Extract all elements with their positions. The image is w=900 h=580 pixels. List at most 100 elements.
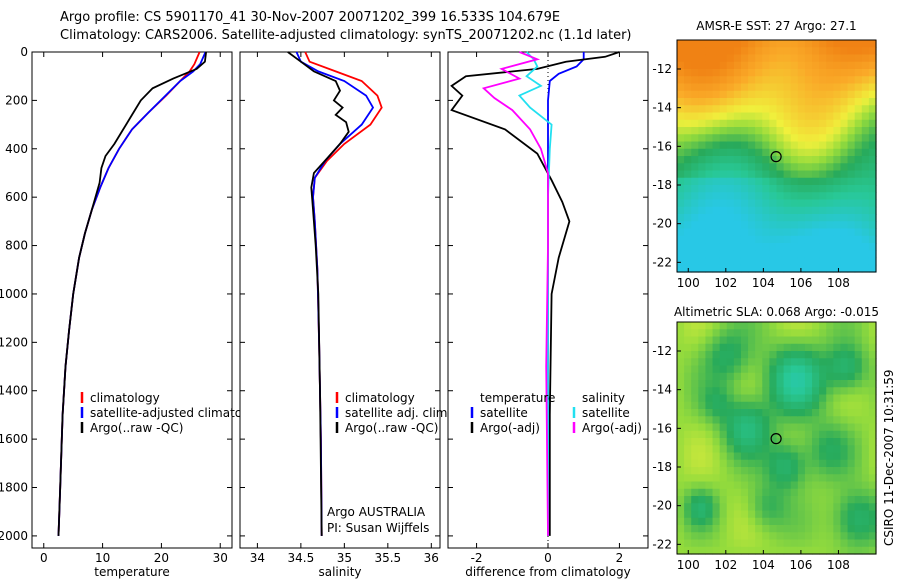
heatmap-cell bbox=[740, 380, 749, 388]
heatmap-cell bbox=[719, 257, 728, 266]
heatmap-cell bbox=[698, 264, 707, 273]
heatmap-cell bbox=[847, 90, 856, 99]
heatmap-cell bbox=[733, 221, 742, 230]
heatmap-cell bbox=[769, 445, 778, 454]
heatmap-cell bbox=[790, 546, 799, 555]
heatmap-cell bbox=[847, 105, 856, 114]
heatmap-cell bbox=[804, 539, 813, 548]
heatmap-cell bbox=[783, 409, 792, 417]
heatmap-cell bbox=[740, 343, 749, 352]
heatmap-cell bbox=[776, 474, 785, 483]
heatmap-cell bbox=[804, 358, 813, 367]
heatmap-cell bbox=[733, 235, 742, 244]
heatmap-cell bbox=[868, 532, 877, 541]
heatmap-cell bbox=[691, 517, 699, 526]
heatmap-cell bbox=[797, 488, 806, 497]
heatmap-cell bbox=[705, 387, 714, 396]
heatmap-cell bbox=[762, 54, 770, 63]
heatmap-cell bbox=[804, 141, 813, 150]
heatmap-cell bbox=[733, 401, 742, 410]
heatmap-cell bbox=[861, 235, 870, 244]
heatmap-cell bbox=[684, 394, 692, 403]
heatmap-cell bbox=[797, 235, 806, 244]
heatmap-cell bbox=[804, 83, 813, 92]
heatmap-cell bbox=[854, 343, 863, 352]
heatmap-cell bbox=[762, 264, 770, 273]
heatmap-cell bbox=[769, 185, 778, 193]
heatmap-cell bbox=[762, 488, 770, 497]
heatmap-cell bbox=[740, 119, 749, 128]
heatmap-cell bbox=[719, 105, 728, 114]
heatmap-cell bbox=[698, 69, 707, 77]
heatmap-cell bbox=[783, 76, 792, 85]
heatmap-cell bbox=[840, 532, 849, 541]
heatmap-cell bbox=[762, 69, 770, 77]
heatmap-cell bbox=[783, 235, 792, 244]
heatmap-cell bbox=[861, 372, 870, 381]
heatmap-cell bbox=[740, 467, 749, 475]
heatmap-cell bbox=[797, 351, 806, 359]
sst_map-ytick-label: -16 bbox=[652, 139, 672, 153]
heatmap-cell bbox=[776, 445, 785, 454]
heatmap-cell bbox=[762, 235, 770, 244]
heatmap-cell bbox=[797, 112, 806, 121]
heatmap-cell bbox=[748, 358, 756, 367]
heatmap-cell bbox=[748, 546, 756, 555]
heatmap-cell bbox=[783, 221, 792, 230]
heatmap-cell bbox=[854, 467, 863, 475]
heatmap-cell bbox=[698, 416, 707, 425]
heatmap-cell bbox=[719, 467, 728, 475]
heatmap-cell bbox=[847, 416, 856, 425]
heatmap-cell bbox=[812, 459, 820, 468]
heatmap-cell bbox=[847, 98, 856, 106]
heatmap-cell bbox=[812, 423, 820, 432]
heatmap-cell bbox=[797, 539, 806, 548]
heatmap-cell bbox=[819, 69, 827, 77]
heatmap-cell bbox=[804, 322, 813, 330]
heatmap-cell bbox=[861, 54, 870, 63]
heatmap-cell bbox=[691, 351, 699, 359]
heatmap-cell bbox=[868, 69, 877, 77]
heatmap-cell bbox=[762, 192, 770, 201]
heatmap-cell bbox=[712, 365, 721, 374]
heatmap-cell bbox=[826, 127, 834, 135]
heatmap-cell bbox=[790, 423, 799, 432]
heatmap-cell bbox=[705, 322, 714, 330]
heatmap-cell bbox=[769, 329, 778, 338]
heatmap-cell bbox=[719, 401, 728, 410]
heatmap-cell bbox=[691, 141, 699, 150]
heatmap-cell bbox=[861, 496, 870, 504]
heatmap-cell bbox=[819, 365, 827, 374]
heatmap-cell bbox=[868, 243, 877, 251]
heatmap-cell bbox=[712, 474, 721, 483]
sst_map-frame bbox=[676, 39, 877, 273]
heatmap-cell bbox=[726, 336, 735, 345]
heatmap-cell bbox=[719, 47, 728, 56]
heatmap-cell bbox=[719, 430, 728, 439]
heatmap-cell bbox=[826, 206, 834, 215]
heatmap-cell bbox=[847, 336, 856, 345]
heatmap-cell bbox=[790, 496, 799, 504]
heatmap-cell bbox=[840, 358, 849, 367]
heatmap-cell bbox=[698, 134, 707, 143]
heatmap-cell bbox=[826, 336, 834, 345]
heatmap-cell bbox=[790, 83, 799, 92]
heatmap-cell bbox=[705, 47, 714, 56]
heatmap-cell bbox=[840, 235, 849, 244]
heatmap-cell bbox=[804, 54, 813, 63]
heatmap-cell bbox=[769, 488, 778, 497]
heatmap-cell bbox=[819, 467, 827, 475]
depth-tick-label: 200 bbox=[5, 93, 28, 107]
heatmap-cell bbox=[783, 423, 792, 432]
heatmap-cell bbox=[819, 546, 827, 555]
heatmap-cell bbox=[819, 112, 827, 121]
heatmap-cell bbox=[740, 90, 749, 99]
heatmap-cell bbox=[755, 394, 763, 403]
heatmap-cell bbox=[726, 228, 735, 237]
heatmap-cell bbox=[868, 250, 877, 259]
heatmap-cell bbox=[861, 199, 870, 208]
heatmap-cell bbox=[826, 416, 834, 425]
heatmap-cell bbox=[790, 343, 799, 352]
heatmap-cell bbox=[677, 54, 685, 63]
heatmap-cell bbox=[762, 525, 770, 533]
